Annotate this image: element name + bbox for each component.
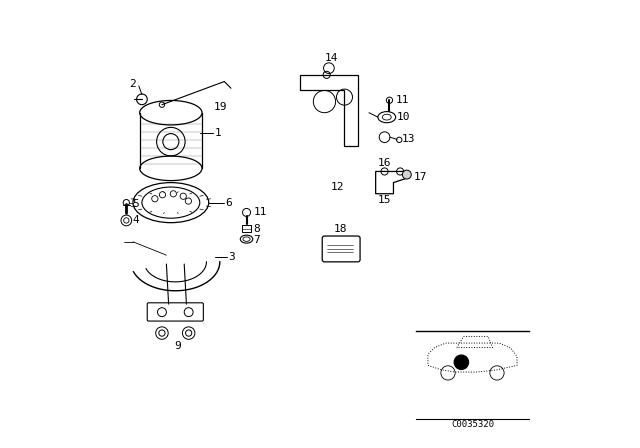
Text: 7: 7: [253, 235, 260, 245]
Text: C0035320: C0035320: [451, 420, 494, 429]
Text: 5: 5: [132, 198, 139, 208]
Polygon shape: [300, 75, 358, 146]
FancyBboxPatch shape: [147, 303, 204, 321]
Text: 9: 9: [174, 341, 181, 351]
Circle shape: [403, 170, 412, 179]
Text: 11: 11: [253, 207, 267, 217]
Text: 14: 14: [324, 53, 338, 63]
Text: 18: 18: [334, 224, 348, 234]
Text: 6: 6: [226, 198, 232, 207]
Text: 10: 10: [397, 112, 410, 122]
Polygon shape: [376, 172, 407, 194]
Text: 17: 17: [413, 172, 427, 182]
Text: 2: 2: [129, 79, 136, 89]
Circle shape: [454, 355, 468, 369]
Bar: [242, 225, 252, 233]
Text: 12: 12: [331, 182, 344, 193]
FancyBboxPatch shape: [322, 236, 360, 262]
Text: 13: 13: [401, 134, 415, 144]
Text: 1: 1: [214, 128, 221, 138]
Text: 15: 15: [378, 195, 392, 205]
Text: 19: 19: [214, 102, 228, 112]
Text: 8: 8: [253, 224, 260, 234]
Text: 4: 4: [132, 215, 139, 225]
Text: 3: 3: [228, 252, 235, 263]
Text: 16: 16: [378, 158, 392, 168]
Text: 11: 11: [396, 95, 409, 105]
